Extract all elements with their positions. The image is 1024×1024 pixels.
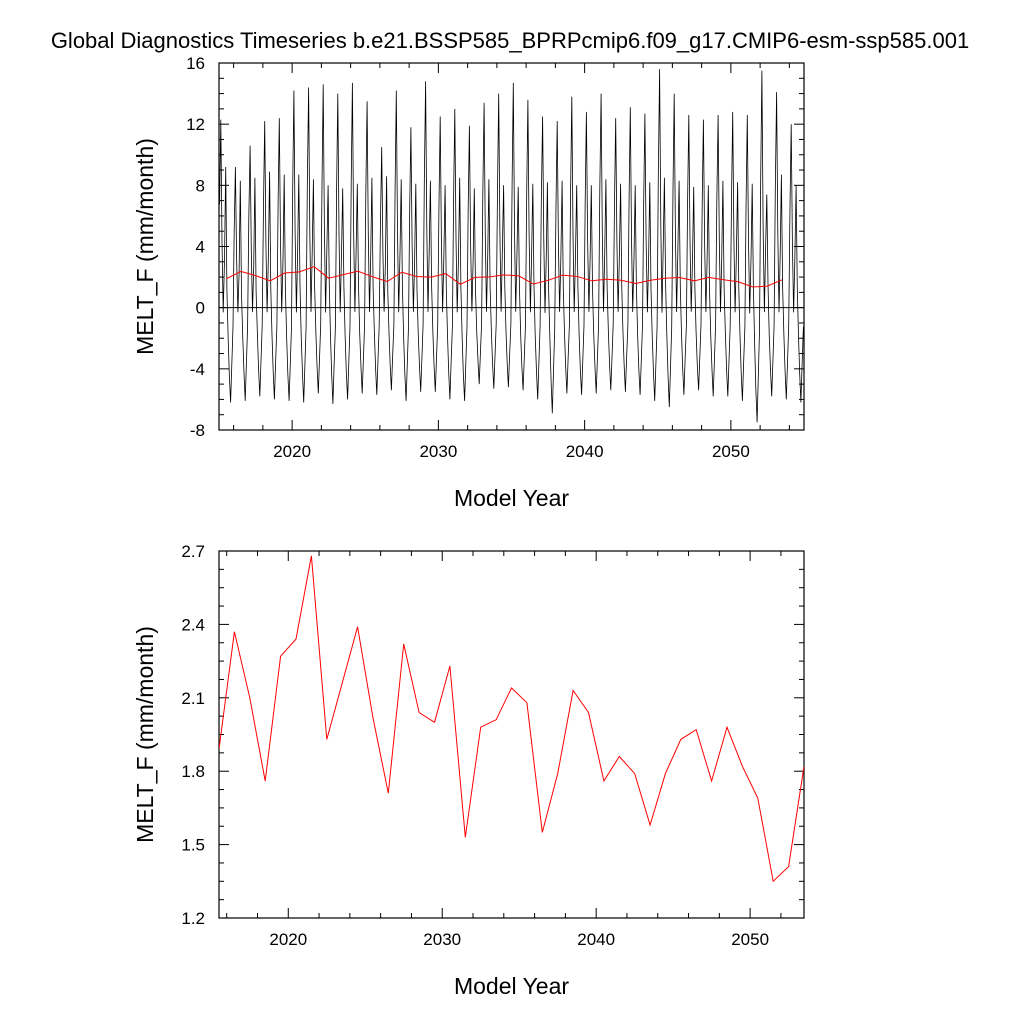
y-tick-label: -8 <box>190 421 205 440</box>
x-tick-label: 2050 <box>731 930 769 949</box>
y-tick-label: 16 <box>186 54 205 73</box>
y-tick-label: 1.2 <box>181 909 205 928</box>
plot-area <box>219 69 804 423</box>
y-tick-label: 2.1 <box>181 689 205 708</box>
y-tick-label: 1.8 <box>181 762 205 781</box>
x-tick-label: 2040 <box>566 442 604 461</box>
y-tick-label: 2.7 <box>181 542 205 561</box>
x-tick-label: 2050 <box>712 442 750 461</box>
plot-area <box>219 555 804 883</box>
y-tick-label: 4 <box>196 238 205 257</box>
top-panel: -8 -4 0 4 8 12 16 2020 2030 2040 2050 Model Year MEL… <box>132 54 805 511</box>
x-axis-label: Model Year <box>454 485 569 511</box>
x-tick-label: 2020 <box>273 442 311 461</box>
annual-mean-series-line <box>226 266 783 288</box>
x-tick-label: 2040 <box>577 930 615 949</box>
y-tick-label: 8 <box>196 176 205 195</box>
annual-mean-series-line <box>219 555 804 883</box>
y-tick-label: 12 <box>186 115 205 134</box>
x-tick-label: 2020 <box>269 930 307 949</box>
y-tick-label: -4 <box>190 360 205 379</box>
y-axis-label: MELT_F (mm/month) <box>132 626 158 843</box>
y-axis-label: MELT_F (mm/month) <box>132 138 158 355</box>
monthly-series-line <box>219 69 804 423</box>
y-tick-label: 2.4 <box>181 615 205 634</box>
figure-title: Global Diagnostics Timeseries b.e21.BSSP… <box>51 28 969 53</box>
y-tick-label: 0 <box>196 299 205 318</box>
y-tick-label: 1.5 <box>181 836 205 855</box>
bottom-panel: 1.2 1.5 1.8 2.1 2.4 2.7 2020 2030 2040 2050 Model … <box>132 542 805 999</box>
x-tick-label: 2030 <box>419 442 457 461</box>
x-axis-label: Model Year <box>454 973 569 999</box>
x-tick-label: 2030 <box>423 930 461 949</box>
